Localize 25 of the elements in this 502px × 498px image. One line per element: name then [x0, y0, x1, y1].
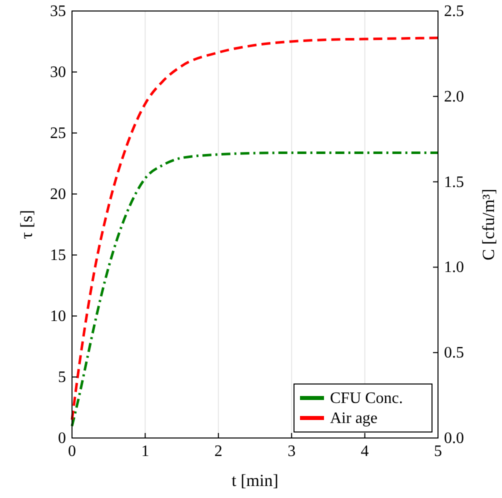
y2-tick-label: 0.5	[444, 344, 464, 362]
y2-tick-label: 2.5	[444, 3, 464, 20]
x-tick-label: 3	[288, 443, 296, 460]
legend-label: CFU Conc.	[330, 390, 403, 407]
y2-tick-label: 1.5	[444, 174, 464, 191]
y-tick-label: 5	[58, 369, 66, 386]
y2-tick-label: 2.0	[444, 88, 464, 106]
x-tick-label: 5	[434, 443, 442, 460]
x-tick-label: 2	[214, 443, 222, 460]
legend-label: Air age	[330, 410, 378, 427]
y2-tick-label: 0.0	[444, 430, 464, 447]
y-tick-label: 30	[50, 64, 66, 81]
y-tick-label: 15	[50, 247, 66, 264]
y2-axis-title: C [cfu/m³]	[479, 188, 498, 260]
y-tick-label: 35	[50, 3, 66, 20]
y-tick-label: 20	[50, 186, 66, 203]
y-tick-label: 10	[50, 308, 66, 325]
x-tick-label: 4	[360, 443, 369, 460]
x-tick-label: 1	[141, 443, 150, 460]
y2-tick-label: 1.0	[444, 259, 464, 276]
y-tick-label: 25	[50, 125, 66, 142]
line-series	[70, 152, 440, 428]
y-axis-title: τ [s]	[17, 210, 36, 240]
x-axis-title: t [min]	[232, 471, 278, 490]
y-tick-label: 0	[58, 430, 66, 447]
